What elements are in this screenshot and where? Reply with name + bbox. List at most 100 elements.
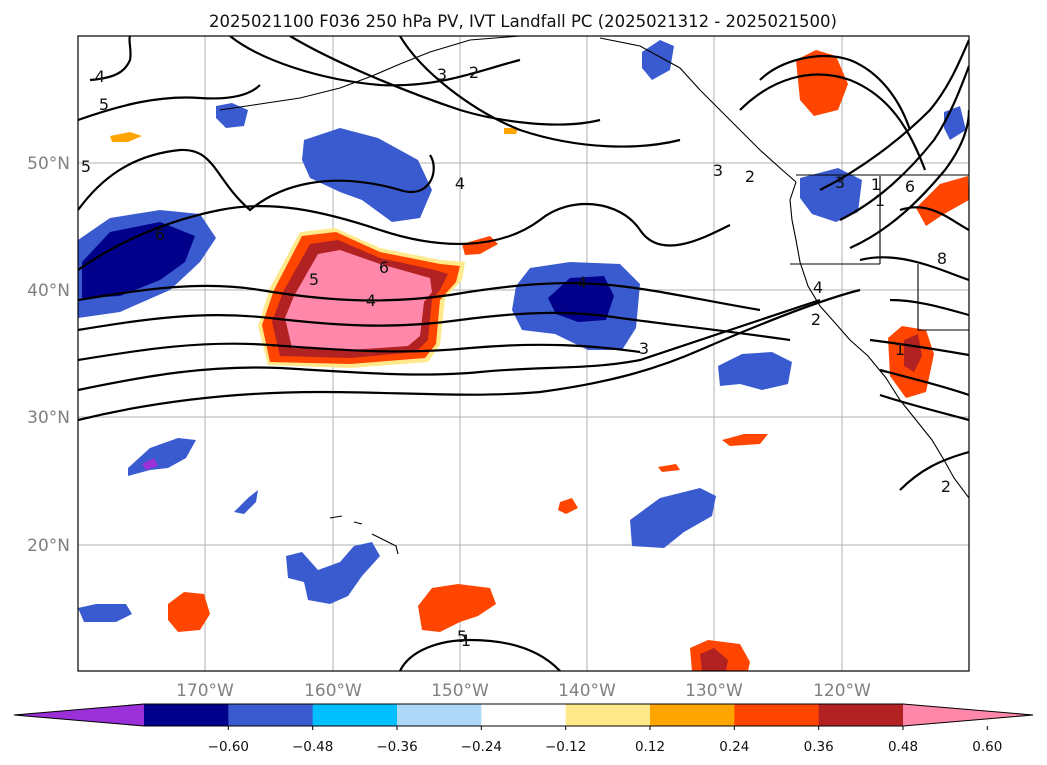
colorbar-tick-label: −0.36 xyxy=(376,739,417,755)
pv-contour-north-1 xyxy=(289,36,601,126)
contour-label: 4 xyxy=(366,291,376,310)
lon-label-120w: 120°W xyxy=(813,681,871,701)
contour-label: 3 xyxy=(835,173,845,192)
colorbar-bin xyxy=(650,704,735,726)
contour-label: 2 xyxy=(469,63,479,82)
colorbar-bin xyxy=(397,704,482,726)
negative-anomaly-alaska xyxy=(642,40,674,80)
pv-contour-trough-2 xyxy=(839,65,969,221)
us-state-border-3 xyxy=(917,264,969,331)
contour-label: 4 xyxy=(455,174,465,193)
pv-contour-east-3 xyxy=(889,298,969,317)
contour-label: 8 xyxy=(937,249,947,268)
contour-label: 4 xyxy=(577,273,587,292)
pv-contours xyxy=(78,36,969,671)
colorbar-tick-label: 0.12 xyxy=(635,739,665,755)
pv-contour-trough-3 xyxy=(849,109,969,250)
pv-contour-mid-2 xyxy=(78,311,791,342)
colorbar-tick-label: 0.60 xyxy=(972,739,1002,755)
positive-anomaly-tiny-2 xyxy=(504,128,518,134)
negative-anomaly-pacific-nw xyxy=(800,168,862,222)
positive-anomaly-east-2 xyxy=(658,464,680,472)
contour-label: 3 xyxy=(639,339,649,358)
contour-label: 3 xyxy=(713,161,723,180)
negative-anomaly-southwest-1-core xyxy=(142,458,158,470)
contour-label: 4 xyxy=(95,67,105,86)
lat-label-20n: 20°N xyxy=(27,536,70,556)
colorbar-bin xyxy=(481,704,567,726)
contour-label: 2 xyxy=(811,310,821,329)
colorbar-tick-label: −0.24 xyxy=(461,739,502,755)
lat-labels: 50°N 40°N 30°N 20°N xyxy=(27,154,70,556)
positive-anomaly-south-2 xyxy=(418,584,496,632)
contour-label: 1 xyxy=(875,191,885,210)
contour-label: 1 xyxy=(461,631,471,650)
positive-anomaly-california-core xyxy=(904,334,922,372)
coastlines xyxy=(219,36,969,555)
colorbar-tick-label: −0.60 xyxy=(208,739,249,755)
contour-label: 1 xyxy=(871,175,881,194)
pv-contour-north-2 xyxy=(229,36,521,87)
positive-anomaly-south-1 xyxy=(168,592,210,632)
positive-anomaly-south-small xyxy=(558,498,578,514)
pv-contour-mid-3 xyxy=(78,342,641,362)
colorbar-outline xyxy=(13,703,1034,727)
contour-label: 5 xyxy=(81,157,91,176)
negative-anomaly-west-core xyxy=(82,222,195,298)
contour-label: 6 xyxy=(155,225,165,244)
negative-anomaly-north xyxy=(302,128,432,222)
lon-label-170w: 170°W xyxy=(176,681,234,701)
negative-anomaly-east-1 xyxy=(718,352,792,390)
colorbar-tick-label: −0.12 xyxy=(545,739,586,755)
contour-label: 1 xyxy=(895,340,905,359)
positive-anomaly-south-3-core xyxy=(700,648,728,671)
pv-contour-5 xyxy=(78,84,261,122)
contour-label: 5 xyxy=(99,95,109,114)
pv-contour-wave xyxy=(78,202,731,271)
pv-contour-north-3 xyxy=(78,148,435,212)
colorbar-bin xyxy=(565,704,651,726)
pv-contour-ridge-2 xyxy=(739,73,927,171)
lat-label-40n: 40°N xyxy=(27,281,70,301)
pv-contour-ring xyxy=(399,36,681,148)
pv-contour-east-1 xyxy=(899,206,969,231)
contour-label: 5 xyxy=(309,270,319,289)
colorbar-tick-label: 0.24 xyxy=(719,739,749,755)
positive-anomaly-northeast xyxy=(796,50,848,116)
colorbar-extend-low xyxy=(14,704,144,726)
pv-contour-low-1 xyxy=(78,288,861,422)
colorbar-bin xyxy=(312,704,398,726)
positive-anomaly-tiny-1 xyxy=(110,132,142,142)
pv-contour-east-4 xyxy=(869,338,969,357)
lon-label-130w: 130°W xyxy=(685,681,743,701)
pv-contour-south xyxy=(399,638,561,671)
positive-anomaly-bc-coast xyxy=(916,176,969,226)
negative-anomaly-south-1 xyxy=(630,488,716,548)
pv-contour-east-5 xyxy=(879,368,969,397)
pv-contour-ridge-1 xyxy=(759,54,912,131)
colorbar: −0.60 −0.48 −0.36 −0.24 −0.12 0.12 0.24 0.36 0.4… xyxy=(13,703,1034,755)
colorbar-bin xyxy=(228,704,314,726)
map-background xyxy=(78,36,969,671)
coastline-alaska-gulf xyxy=(599,37,797,183)
contour-label: 6 xyxy=(379,258,389,277)
colorbar-tick-label: 0.36 xyxy=(804,739,834,755)
negative-anomaly-hawaii xyxy=(286,542,380,604)
pv-contour-southeast xyxy=(899,450,969,491)
colorbar-bin xyxy=(818,704,904,726)
contour-label: 5 xyxy=(457,627,467,646)
figure-title: 2025021100 F036 250 hPa PV, IVT Landfall… xyxy=(209,12,837,31)
pv-contour-mid-4 xyxy=(78,298,821,392)
contour-label: 3 xyxy=(437,65,447,84)
colorbar-extend-high xyxy=(903,704,1033,726)
contour-label: 4 xyxy=(813,278,823,297)
coastline-north-america xyxy=(789,181,969,499)
colorbar-tick-label: 0.48 xyxy=(888,739,918,755)
contour-label: 2 xyxy=(941,477,951,496)
colorbar-bin xyxy=(734,704,820,726)
contour-label: 6 xyxy=(905,177,915,196)
pv-contour-trough-1 xyxy=(819,39,969,191)
